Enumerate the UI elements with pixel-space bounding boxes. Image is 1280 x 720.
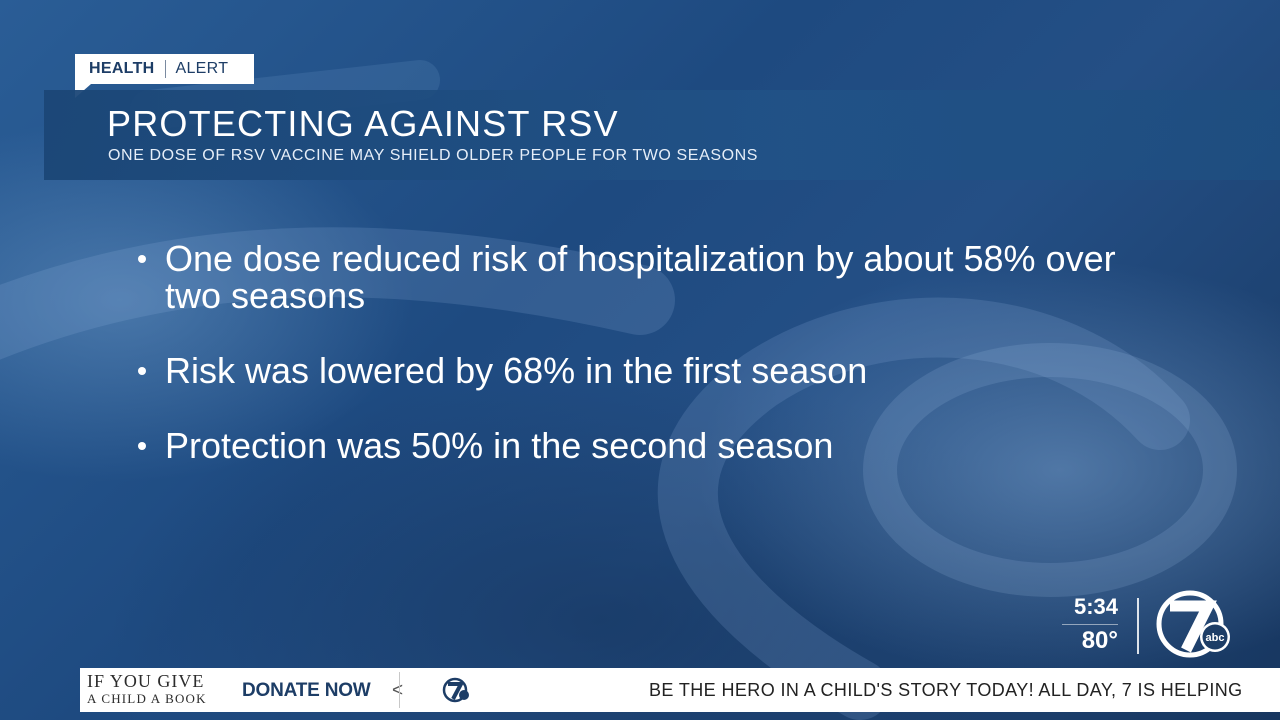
bullet-dot-icon [138,442,146,450]
tag-alert-label: ALERT [175,60,229,77]
health-alert-tag: HEALTH ALERT [75,54,254,84]
tag-divider [164,60,166,78]
temperature-display: 80° [1081,627,1118,654]
title-band [44,90,1280,180]
mini-7-abc-logo-icon [442,677,469,703]
bullet-text: Protection was 50% in the second season [165,425,834,466]
page-title: PROTECTING AGAINST RSV [107,103,619,144]
bullet-dot-icon [138,255,146,263]
time-display: 5:34 [1073,594,1118,619]
time-temp-divider [1062,624,1118,625]
wxyz-7-abc-logo-icon: abc [1156,590,1230,658]
page-subtitle: ONE DOSE OF RSV VACCINE MAY SHIELD OLDER… [108,147,759,164]
promo-line-2: A CHILD A BOOK [87,691,207,706]
bullet-item: One dose reduced risk of hospitalization… [138,240,1148,314]
bullet-list: One dose reduced risk of hospitalization… [138,240,1148,502]
promo-book-logo: IF YOU GIVE A CHILD A BOOK [87,671,225,707]
bullet-item: Risk was lowered by 68% in the first sea… [138,352,1148,389]
ticker-scroll-text: BE THE HERO IN A CHILD'S STORY TODAY! AL… [649,680,1243,700]
ticker-trailing-char: < [392,680,404,701]
donate-now-label: DONATE NOW [242,680,371,701]
bottom-ticker: IF YOU GIVE A CHILD A BOOK DONATE NOW < … [80,668,1280,712]
logo-divider [1137,598,1139,654]
bullet-text: Risk was lowered by 68% in the first sea… [165,350,868,391]
bullet-item: Protection was 50% in the second season [138,427,1148,464]
tag-health-label: HEALTH [89,60,155,77]
bullet-text: One dose reduced risk of hospitalization… [165,238,1116,316]
bullet-dot-icon [138,367,146,375]
logo-network-text: abc [1206,632,1225,644]
ticker-divider [399,672,400,708]
promo-line-1: IF YOU GIVE [87,671,205,691]
